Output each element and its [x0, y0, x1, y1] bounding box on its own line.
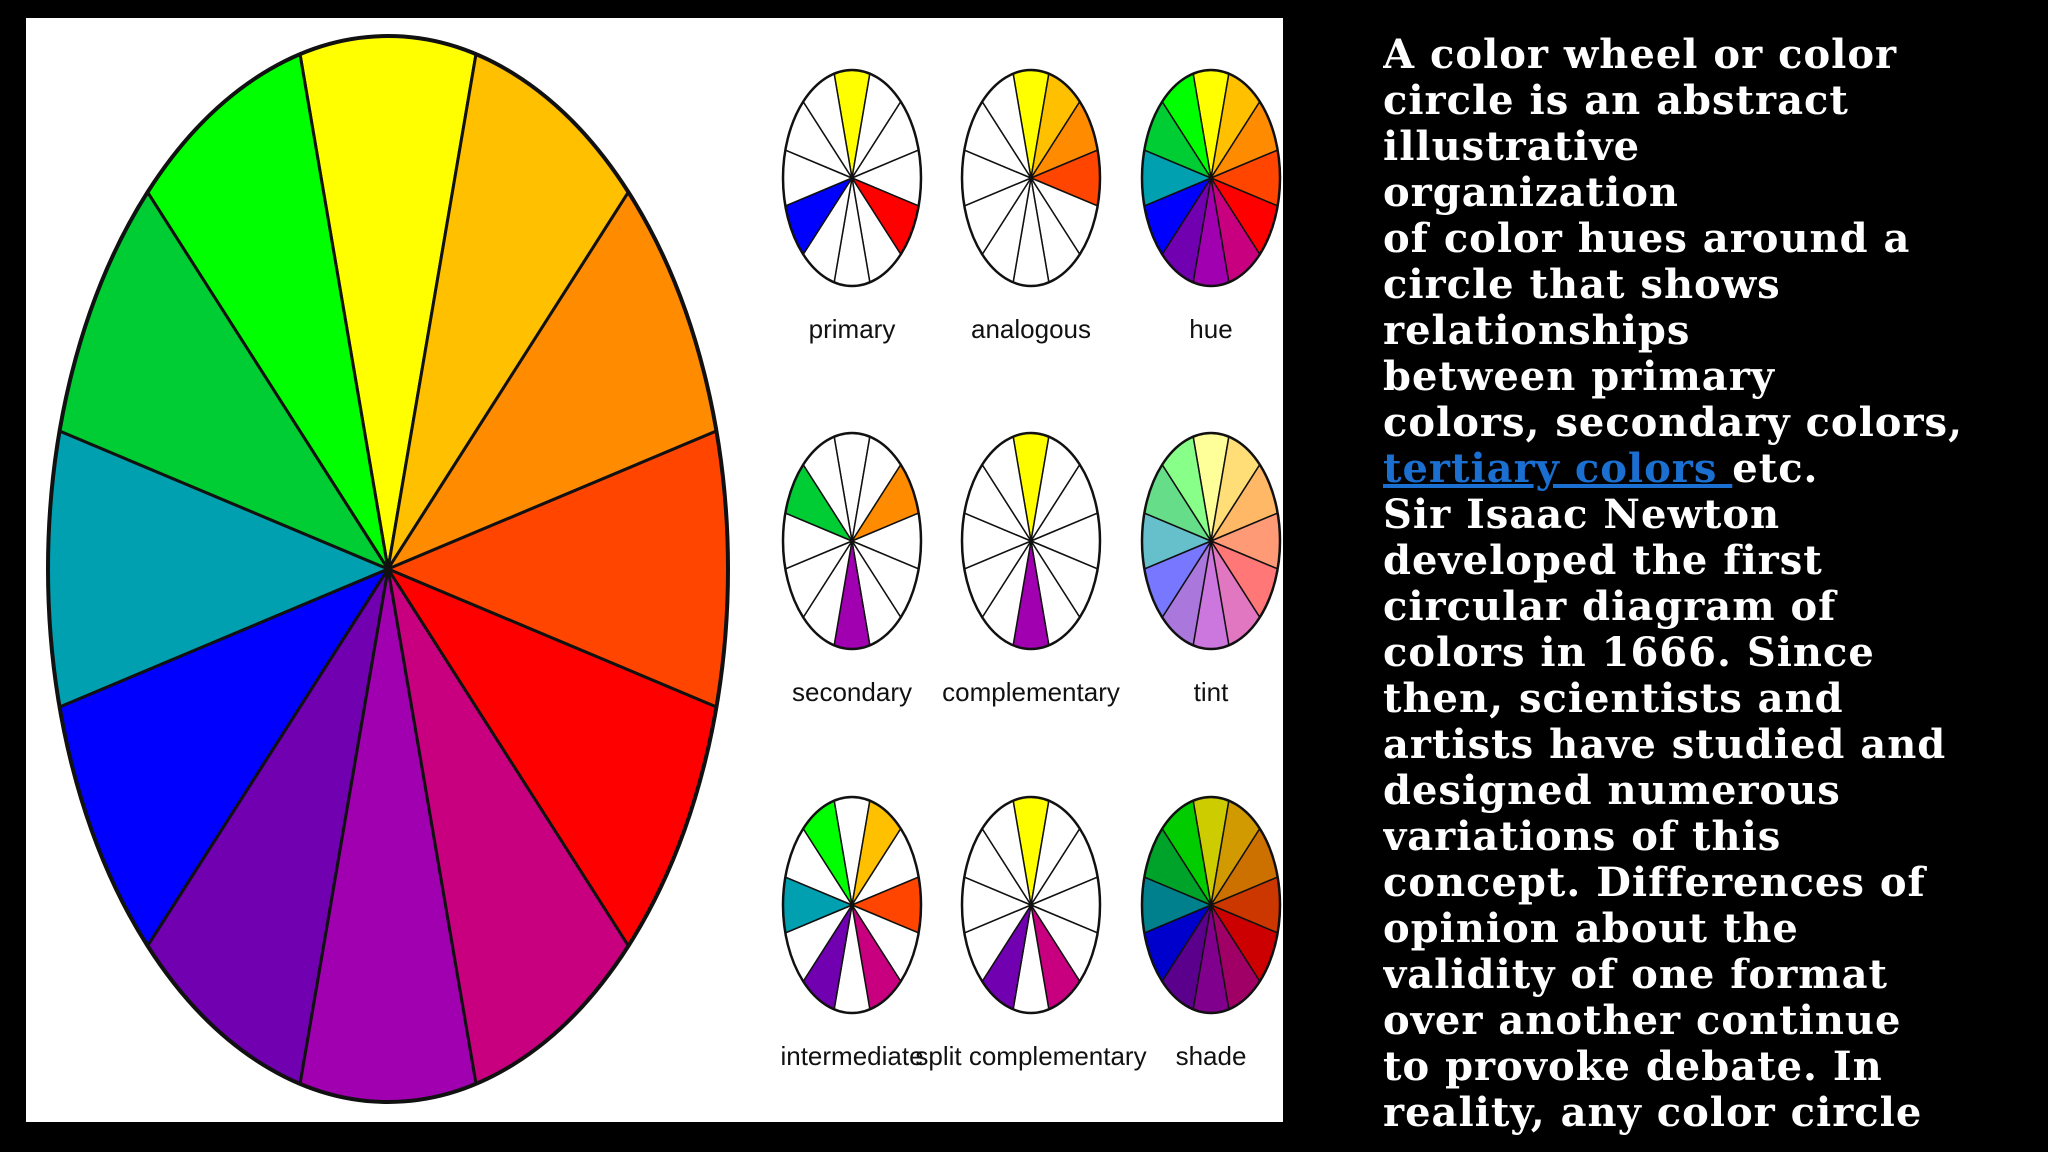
- mini-wheel-grid: primary analogous hue secondary complementar…: [780, 68, 1282, 1071]
- text-line: to provoke debate. In: [1383, 1043, 1883, 1090]
- main-color-wheel: [46, 34, 730, 1104]
- text-line: artists have studied and: [1383, 721, 1947, 768]
- text-line: over another continue: [1383, 997, 1902, 1044]
- color-wheel-figure: primary analogous hue secondary complementar…: [26, 18, 1283, 1122]
- text-line: organization: [1383, 169, 1679, 216]
- text-line-with-link: tertiary colors etc.: [1383, 446, 2023, 492]
- text-line: concept. Differences of: [1383, 859, 1926, 906]
- text-line: relationships: [1383, 307, 1691, 354]
- text-line: opinion about the: [1383, 905, 1799, 952]
- mini-wheel-analogous-outline: [960, 68, 1102, 288]
- text-line: validity of one format: [1383, 951, 1888, 998]
- mini-wheel-tint-outline: [1140, 431, 1282, 651]
- text-line: colors, secondary colors,: [1383, 399, 1963, 446]
- text-line: between primary: [1383, 353, 1776, 400]
- text-line: developed the first: [1383, 537, 1823, 584]
- mini-wheel-split-complementary: split complementary: [915, 795, 1147, 1071]
- mini-wheel-secondary: secondary: [781, 431, 923, 707]
- text-line: of color hues around a: [1383, 215, 1911, 262]
- mini-wheel-label-tint: tint: [1194, 677, 1229, 707]
- mini-wheel-split-complementary-outline: [960, 795, 1102, 1015]
- mini-wheel-hue-outline: [1140, 68, 1282, 288]
- mini-wheel-tint: tint: [1140, 431, 1282, 707]
- text-line: illustrative: [1383, 123, 1641, 170]
- mini-wheel-label-intermediate: intermediate: [780, 1041, 923, 1071]
- mini-wheel-primary-outline: [781, 68, 923, 288]
- text-line: then, scientists and: [1383, 675, 1844, 722]
- mini-wheel-label-hue: hue: [1189, 314, 1232, 344]
- text-line-end: etc.: [1732, 445, 1819, 492]
- mini-wheel-complementary-outline: [960, 431, 1102, 651]
- mini-wheel-primary: primary: [781, 68, 923, 344]
- mini-wheel-label-secondary: secondary: [792, 677, 912, 707]
- text-line: colors in 1666. Since: [1383, 629, 1875, 676]
- text-line: A color wheel or color: [1383, 32, 1898, 78]
- text-line: Sir Isaac Newton: [1383, 491, 1781, 538]
- description-text: A color wheel or color circle is an abst…: [1383, 32, 2023, 1152]
- mini-wheel-secondary-outline: [781, 431, 923, 651]
- color-wheels-diagram: primary analogous hue secondary complementar…: [46, 34, 1282, 1104]
- mini-wheel-hue: hue: [1140, 68, 1282, 344]
- mini-wheel-label-primary: primary: [809, 314, 896, 344]
- text-line: designed numerous: [1383, 767, 1841, 814]
- mini-wheel-label-shade: shade: [1176, 1041, 1247, 1071]
- mini-wheel-complementary: complementary: [942, 431, 1120, 707]
- mini-wheel-label-analogous: analogous: [971, 314, 1091, 344]
- mini-wheel-intermediate: intermediate: [780, 795, 924, 1071]
- paragraph-history: Sir Isaac Newton developed the first cir…: [1383, 492, 2023, 1136]
- text-line: circle is an abstract: [1383, 77, 1849, 124]
- text-line: reality, any color circle: [1383, 1089, 1923, 1136]
- tertiary-colors-link[interactable]: tertiary colors: [1383, 445, 1733, 492]
- text-line: variations of this: [1383, 813, 1782, 860]
- mini-wheel-label-complementary: complementary: [942, 677, 1120, 707]
- text-line: circle that shows: [1383, 261, 1781, 308]
- mini-wheel-intermediate-outline: [781, 795, 923, 1015]
- mini-wheel-shade-outline: [1140, 795, 1282, 1015]
- text-line: circular diagram of: [1383, 583, 1837, 630]
- mini-wheel-shade: shade: [1140, 795, 1282, 1071]
- main-wheel-outline: [46, 34, 730, 1104]
- paragraph-definition: A color wheel or color circle is an abst…: [1383, 32, 2023, 492]
- mini-wheel-label-split-complementary: split complementary: [915, 1041, 1146, 1071]
- mini-wheel-analogous: analogous: [960, 68, 1102, 344]
